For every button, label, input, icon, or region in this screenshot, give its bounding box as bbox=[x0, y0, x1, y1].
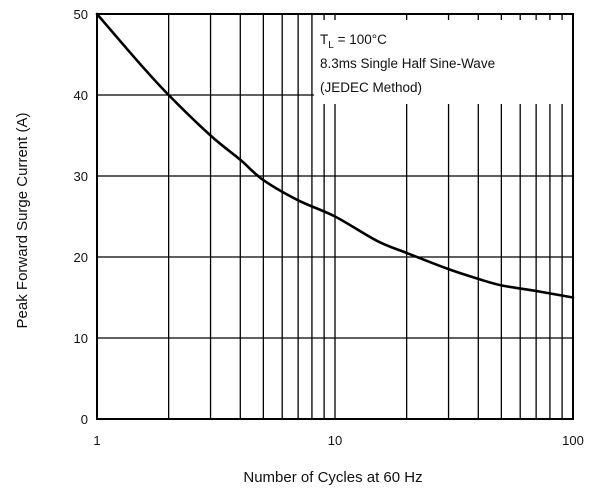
x-tick-label: 1 bbox=[93, 433, 100, 448]
series-line bbox=[95, 12, 575, 299]
y-tick-label: 0 bbox=[81, 412, 88, 427]
annotation-background bbox=[314, 20, 572, 104]
y-tick-label: 40 bbox=[74, 88, 88, 103]
x-axis-label: Number of Cycles at 60 Hz bbox=[243, 469, 422, 486]
annotation-line: (JEDEC Method) bbox=[320, 80, 422, 95]
y-tick-label: 10 bbox=[74, 331, 88, 346]
y-tick-labels: 0 10 20 30 40 50 bbox=[74, 7, 88, 427]
y-tick-label: 50 bbox=[74, 7, 88, 22]
x-tick-labels: 1 10 100 bbox=[93, 433, 583, 448]
y-tick-label: 20 bbox=[74, 250, 88, 265]
annotation-line: TL = 100°C bbox=[320, 32, 387, 51]
plot-frame bbox=[96, 13, 574, 420]
x-tick-label: 100 bbox=[562, 433, 584, 448]
y-axis-label: Peak Forward Surge Current (A) bbox=[14, 113, 31, 329]
y-tick-label: 30 bbox=[74, 169, 88, 184]
x-tick-label: 10 bbox=[328, 433, 342, 448]
annotation-line: 8.3ms Single Half Sine-Wave bbox=[320, 56, 495, 71]
annotation-box: TL = 100°C 8.3ms Single Half Sine-Wave (JE… bbox=[320, 32, 495, 95]
